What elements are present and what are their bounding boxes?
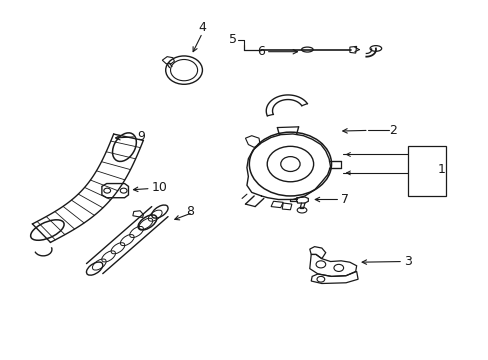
- Text: 7: 7: [341, 193, 348, 206]
- Text: 10: 10: [151, 181, 167, 194]
- Text: 2: 2: [389, 124, 397, 137]
- Bar: [407, 146, 445, 196]
- Text: 3: 3: [403, 255, 411, 268]
- Text: 1: 1: [437, 163, 445, 176]
- Text: 6: 6: [256, 45, 264, 58]
- Text: 5: 5: [228, 33, 236, 46]
- Text: 4: 4: [198, 21, 206, 34]
- Text: 8: 8: [185, 205, 193, 218]
- Text: 9: 9: [137, 130, 145, 143]
